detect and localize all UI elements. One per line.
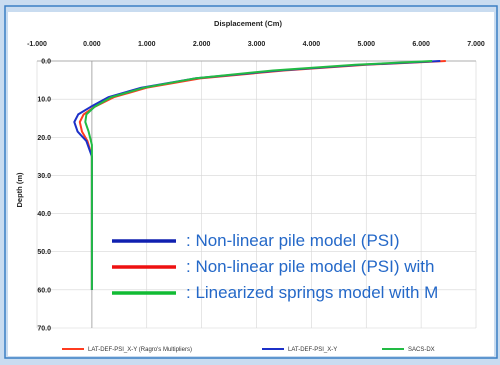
x-tick-label: 5.000 xyxy=(357,41,375,48)
x-tick-label: 2.000 xyxy=(193,41,211,48)
y-axis-title: Depth (m) xyxy=(15,172,24,207)
callout-annotations: : Non-linear pile model (PSI) : Non-linea… xyxy=(112,231,438,302)
x-tick-label: -1.000 xyxy=(27,41,47,48)
callout-text-1: : Non-linear pile model (PSI) xyxy=(186,231,400,250)
legend-label-2: LAT-DEF-PSI_X-Y xyxy=(288,347,337,353)
y-tick-label: 50.0 xyxy=(37,249,51,256)
callout-text-3: : Linearized springs model with M xyxy=(186,283,438,302)
chart-area-background xyxy=(8,12,494,356)
x-tick-label: 7.000 xyxy=(467,41,485,48)
x-tick-label: 6.000 xyxy=(412,41,430,48)
series-lines xyxy=(73,60,446,290)
x-tick-label: 3.000 xyxy=(248,41,266,48)
y-tick-label: 40.0 xyxy=(37,211,51,218)
legend-label-1: LAT-DEF-PSI_X-Y (Ragro's Multipliers) xyxy=(88,347,192,353)
x-tick-labels: -1.000 0.000 1.000 2.000 3.000 4.000 5.000 6.00… xyxy=(27,41,485,48)
chart-legend: LAT-DEF-PSI_X-Y (Ragro's Multipliers) LAT… xyxy=(62,347,435,353)
legend-label-3: SACS-DX xyxy=(408,347,435,353)
y-tick-label: 60.0 xyxy=(37,287,51,294)
x-axis-title: Displacement (Cm) xyxy=(214,19,282,28)
series-line-3 xyxy=(84,60,433,290)
slide-border xyxy=(4,5,498,359)
y-tick-label: 20.0 xyxy=(37,135,51,142)
x-tick-label: 0.000 xyxy=(83,41,101,48)
callout-text-2: : Non-linear pile model (PSI) with xyxy=(186,257,434,276)
y-tick-label: 30.0 xyxy=(37,173,51,180)
x-tick-label: 4.000 xyxy=(303,41,321,48)
x-tick-label: 1.000 xyxy=(138,41,156,48)
y-tick-label: 0.0 xyxy=(41,59,51,66)
y-tick-label: 10.0 xyxy=(37,97,51,104)
y-tick-labels: 0.0 10.0 20.0 30.0 40.0 50.0 60.0 70.0 xyxy=(37,59,51,333)
y-tick-label: 70.0 xyxy=(37,326,51,333)
